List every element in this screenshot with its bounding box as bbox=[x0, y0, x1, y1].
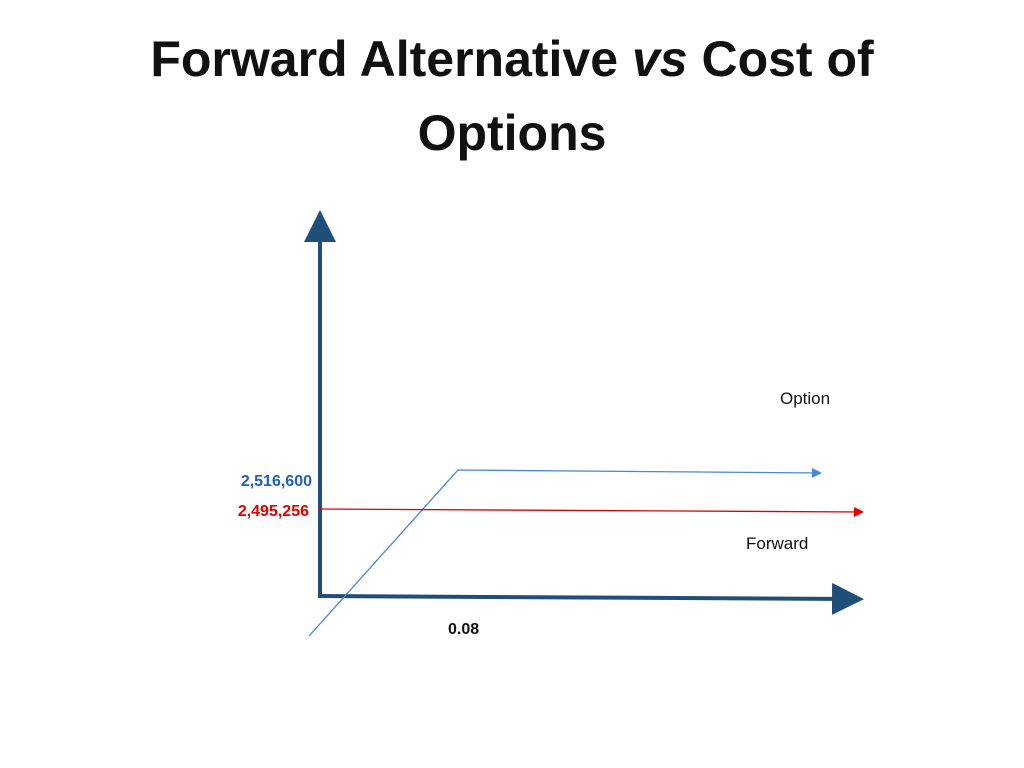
option-payoff-line bbox=[308, 467, 822, 637]
title-part2: Cost of bbox=[687, 31, 874, 87]
forward-line bbox=[317, 506, 864, 517]
title-italic: vs bbox=[631, 31, 688, 87]
forward-value-label: 2,495,256 bbox=[238, 503, 309, 520]
option-label: Option bbox=[780, 389, 830, 408]
slide-title: Forward Alternative vs Cost of Options bbox=[60, 22, 964, 170]
strike-label: 0.08 bbox=[448, 621, 479, 638]
title-part1: Forward Alternative bbox=[150, 31, 632, 87]
option-value-label: 2,516,600 bbox=[241, 473, 312, 490]
forward-label: Forward bbox=[746, 534, 808, 553]
x-axis bbox=[317, 582, 864, 615]
title-line2: Options bbox=[417, 105, 607, 161]
